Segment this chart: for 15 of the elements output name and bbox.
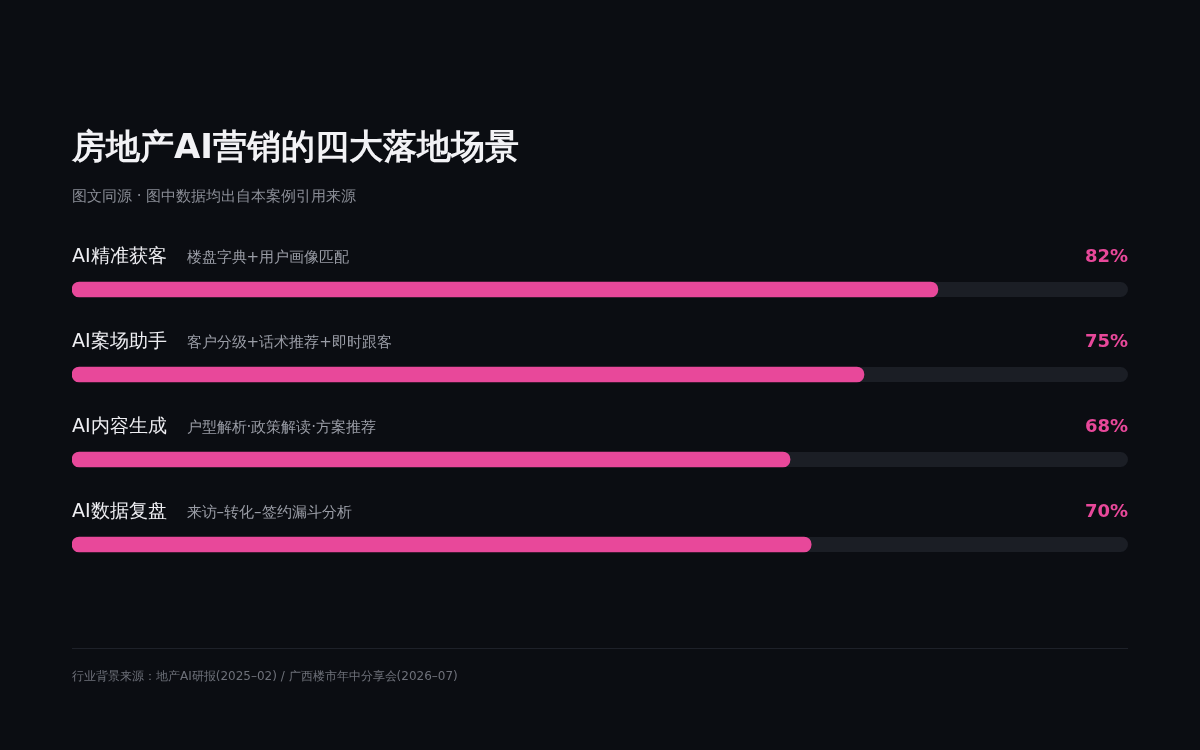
data-label: 75%	[1084, 330, 1128, 352]
chart-title: 房地产AI营销的四大落地场景	[72, 125, 519, 168]
data-label: 70%	[1084, 500, 1128, 522]
annotation: 户型解析·政策解读·方案推荐	[186, 418, 377, 437]
y-tick-label: AI内容生成	[72, 414, 167, 437]
y-tick-label: AI精准获客	[72, 244, 167, 267]
text: 行业背景来源：地产AI研报(2025–02) / 广西楼市年中分享会(2026–07)	[72, 668, 458, 685]
data-label: 68%	[1084, 415, 1128, 437]
y-tick-label: AI数据复盘	[72, 499, 167, 522]
annotation: 来访–转化–签约漏斗分析	[186, 503, 352, 522]
data-label: 82%	[1084, 245, 1128, 267]
y-tick-label: AI案场助手	[72, 329, 167, 352]
chart-subtitle: 图文同源 · 图中数据均出自本案例引用来源	[72, 187, 357, 206]
annotation: 楼盘字典+用户画像匹配	[186, 248, 350, 267]
annotation: 客户分级+话术推荐+即时跟客	[186, 333, 392, 352]
